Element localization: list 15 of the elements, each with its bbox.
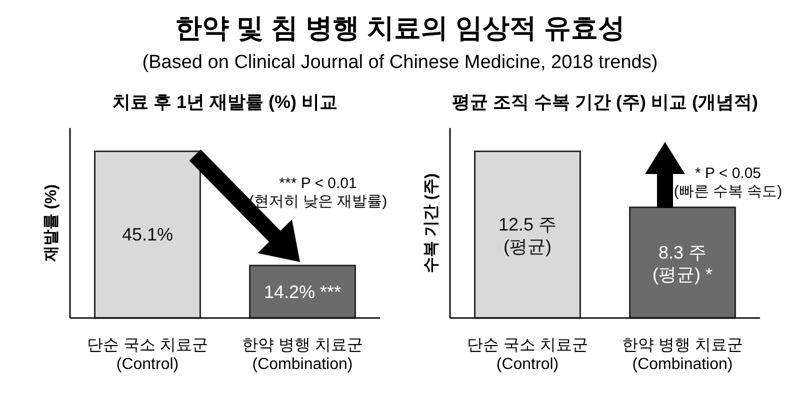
text: 한약 및 침 병행 치료의 임상적 유효성: [174, 13, 626, 43]
x-tick-label: 단순 국소 치료군 (Control): [467, 337, 588, 374]
y-axis-title: 수복 기간 (주): [423, 173, 440, 273]
data-label: 8.3 주 (평균) *: [652, 242, 712, 284]
text: (Based on Clinical Journal of Chinese Medicine, 2018 trends): [142, 52, 658, 73]
x-tick-label: 한약 병행 치료군 (Combination): [242, 337, 363, 374]
data-label: 45.1%: [122, 224, 174, 245]
data-label: 14.2% ***: [264, 282, 342, 302]
x-tick-label: 한약 병행 치료군 (Combination): [622, 337, 743, 374]
annotation: * P < 0.05 (빠른 수복 속도): [674, 165, 782, 200]
y-axis-title: 재발률 (%): [43, 184, 60, 263]
chart-title: 치료 후 1년 재발률 (%) 비교: [112, 92, 338, 112]
data-label: 12.5 주 (평균): [498, 214, 557, 256]
x-tick-label: 단순 국소 치료군 (Control): [87, 337, 208, 374]
chart-title: 평균 조직 수복 기간 (주) 비교 (개념적): [452, 92, 758, 112]
